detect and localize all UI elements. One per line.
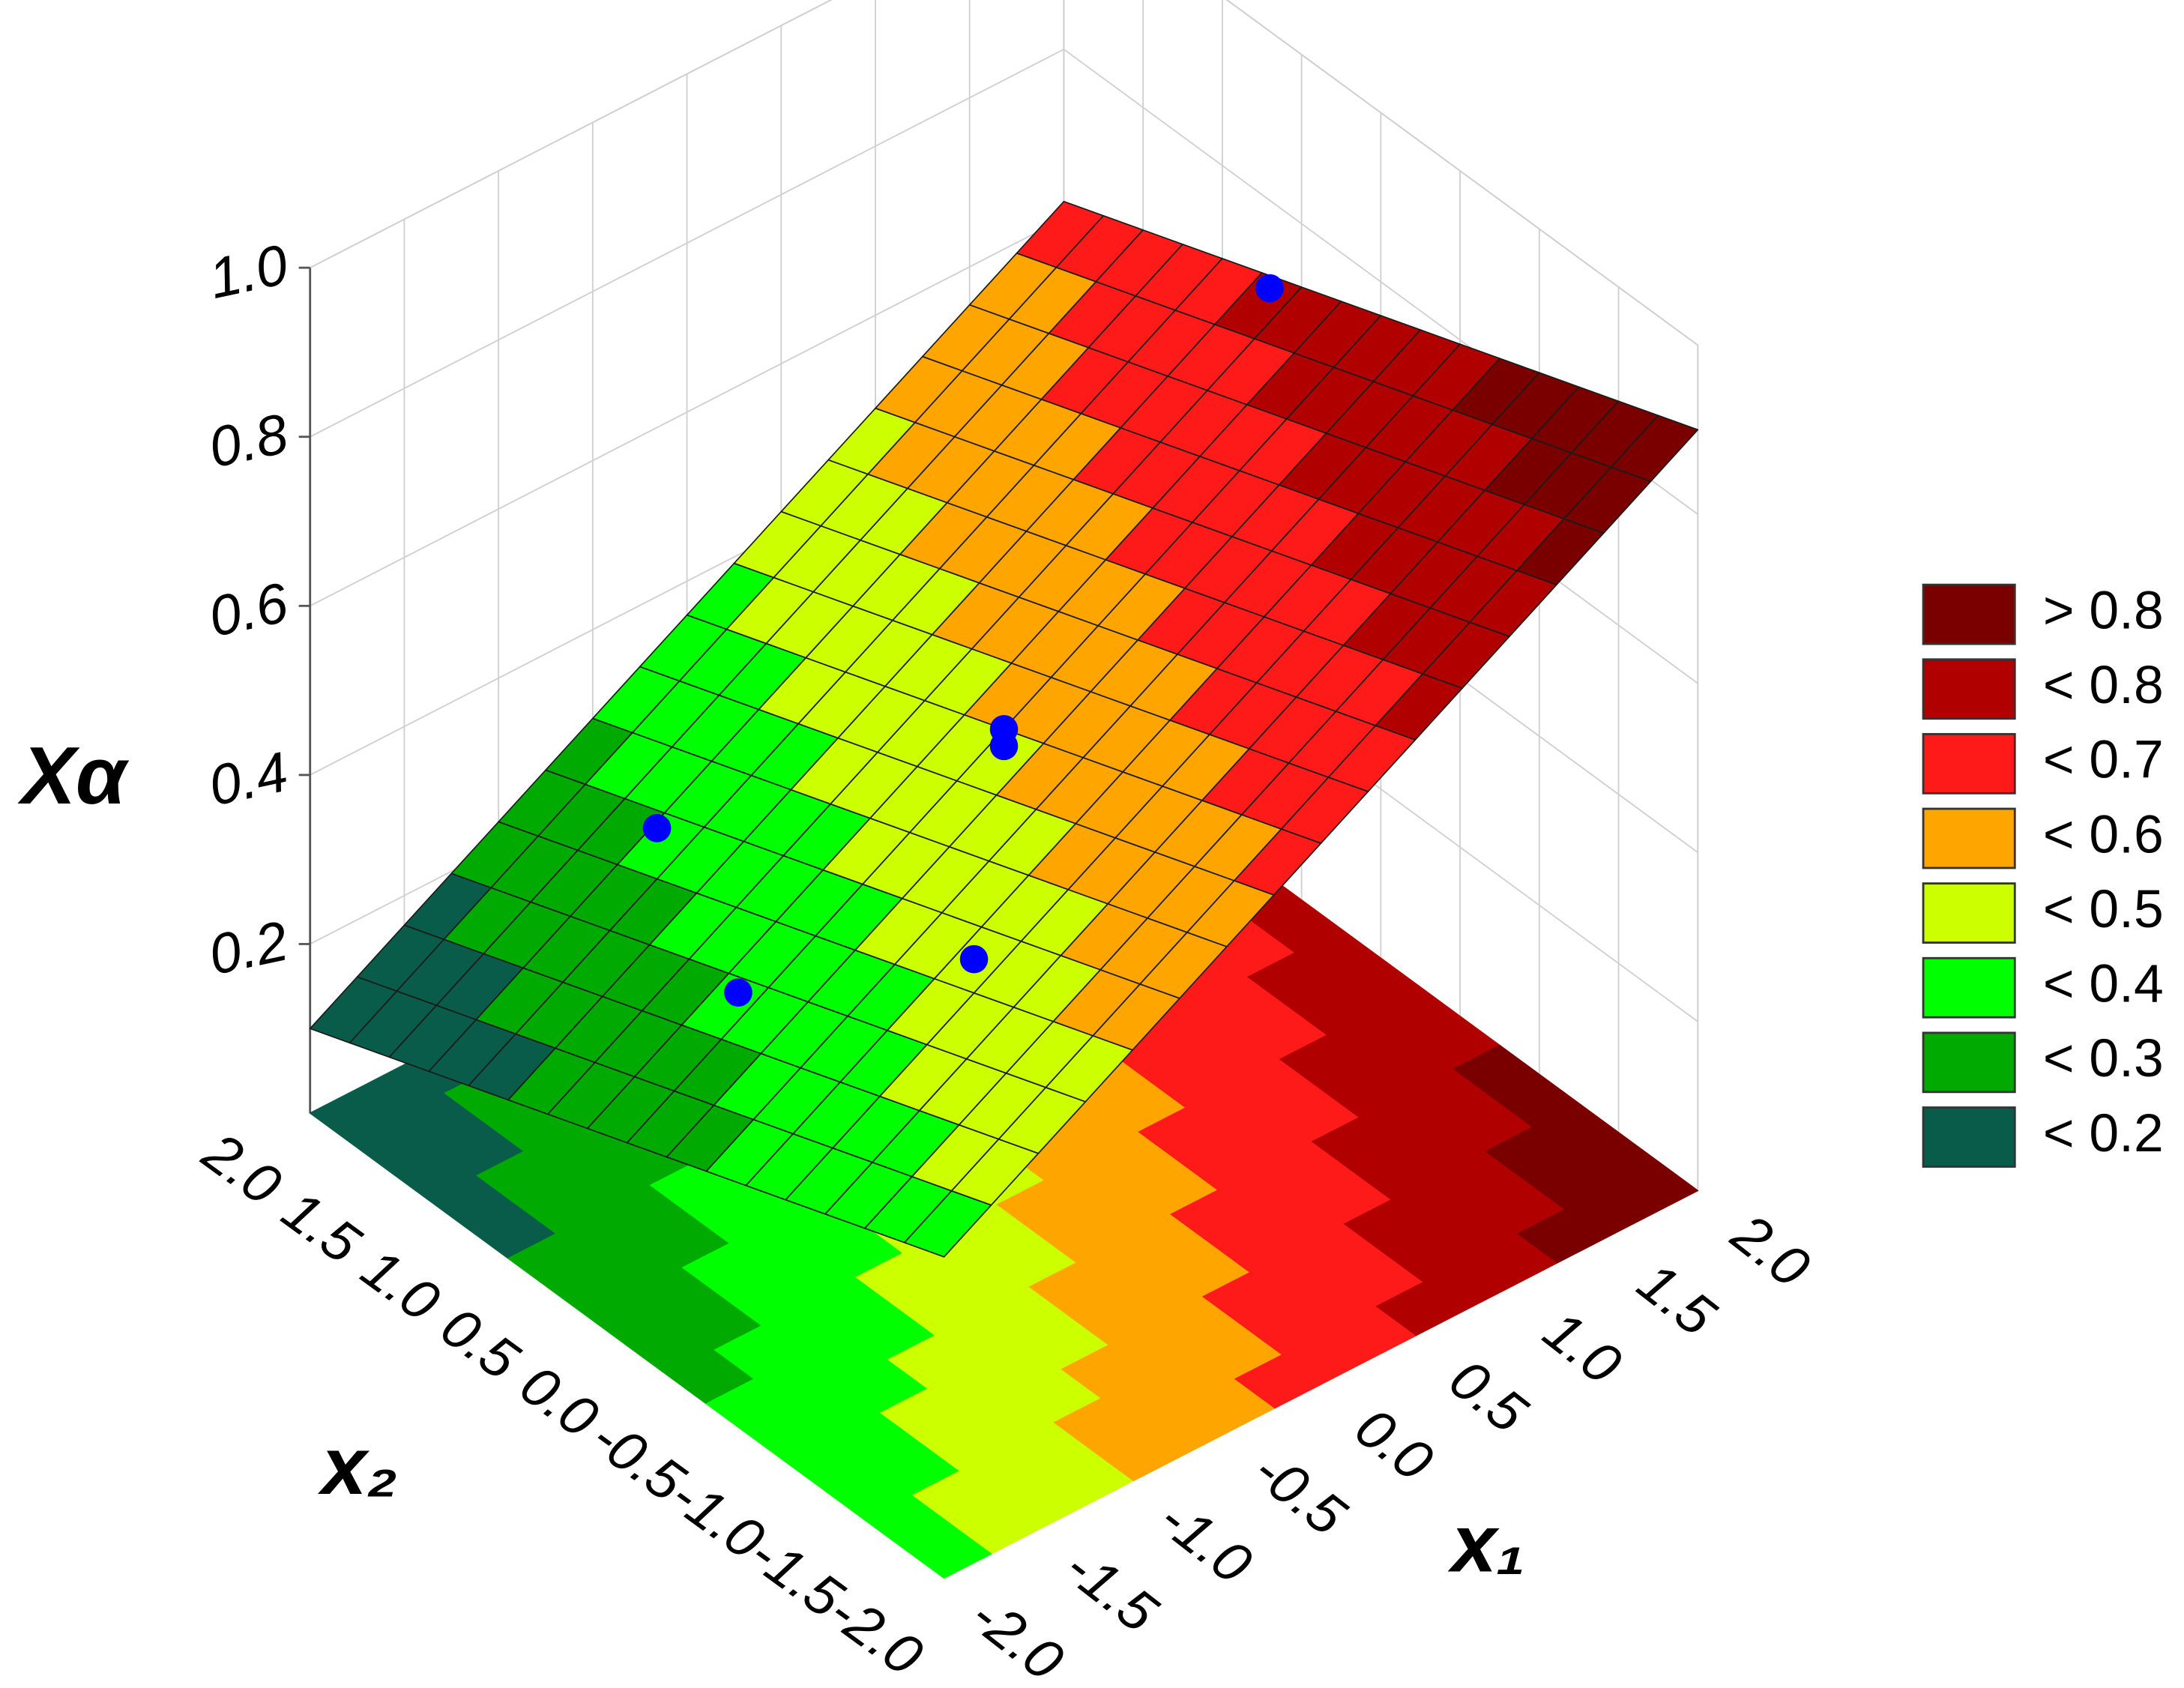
x2-axis-label: x₂	[318, 1420, 398, 1512]
legend-swatch	[1922, 956, 2016, 1019]
data-point	[1255, 274, 1284, 303]
legend-label: < 0.8	[2043, 655, 2164, 715]
legend-label: < 0.5	[2043, 879, 2164, 939]
data-point	[959, 944, 989, 974]
z-axis-label: Xα	[17, 730, 130, 822]
legend-swatch	[1922, 1106, 2016, 1168]
legend-label: > 0.8	[2043, 580, 2164, 640]
data-point	[724, 978, 752, 1007]
legend-swatch	[1922, 882, 2016, 944]
legend-label: < 0.3	[2043, 1028, 2164, 1088]
legend-label: < 0.7	[2043, 730, 2164, 790]
legend-swatch	[1922, 807, 2016, 869]
legend-label: < 0.2	[2043, 1103, 2164, 1163]
data-point	[642, 814, 672, 843]
data-point	[989, 732, 1019, 761]
legend-label: < 0.4	[2043, 954, 2164, 1014]
floor-contour-cell	[903, 1524, 992, 1579]
grid-line	[310, 0, 1698, 346]
legend-swatch	[1922, 583, 2016, 645]
legend-swatch	[1922, 658, 2016, 720]
legend-swatch	[1922, 732, 2016, 795]
legend-swatch	[1922, 1031, 2016, 1094]
legend-label: < 0.6	[2043, 804, 2164, 864]
x1-axis-label: x₁	[1447, 1498, 1525, 1590]
surface-cell	[903, 1190, 992, 1258]
